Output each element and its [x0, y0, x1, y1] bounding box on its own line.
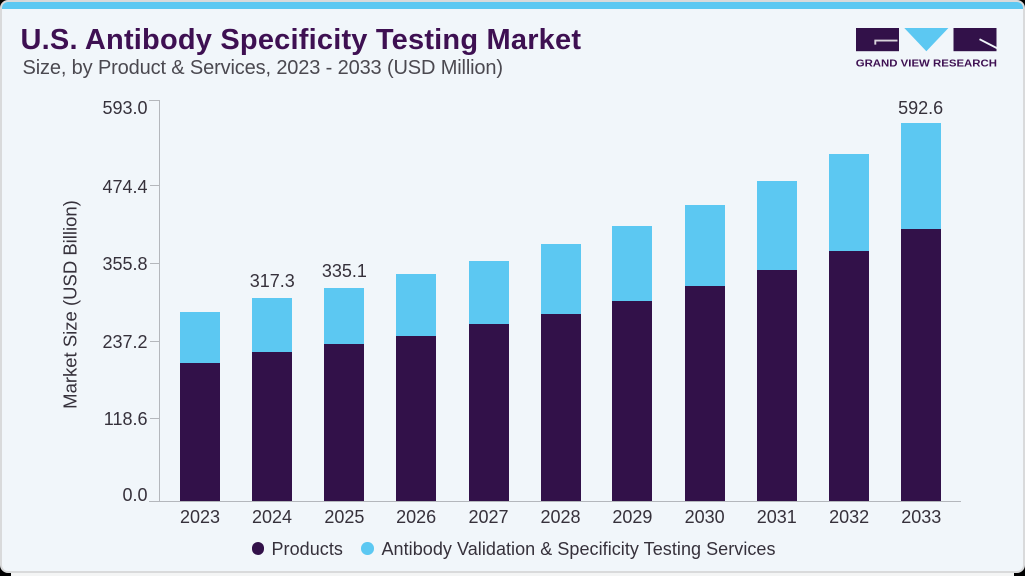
svg-text:GRAND VIEW RESEARCH: GRAND VIEW RESEARCH: [856, 59, 997, 69]
